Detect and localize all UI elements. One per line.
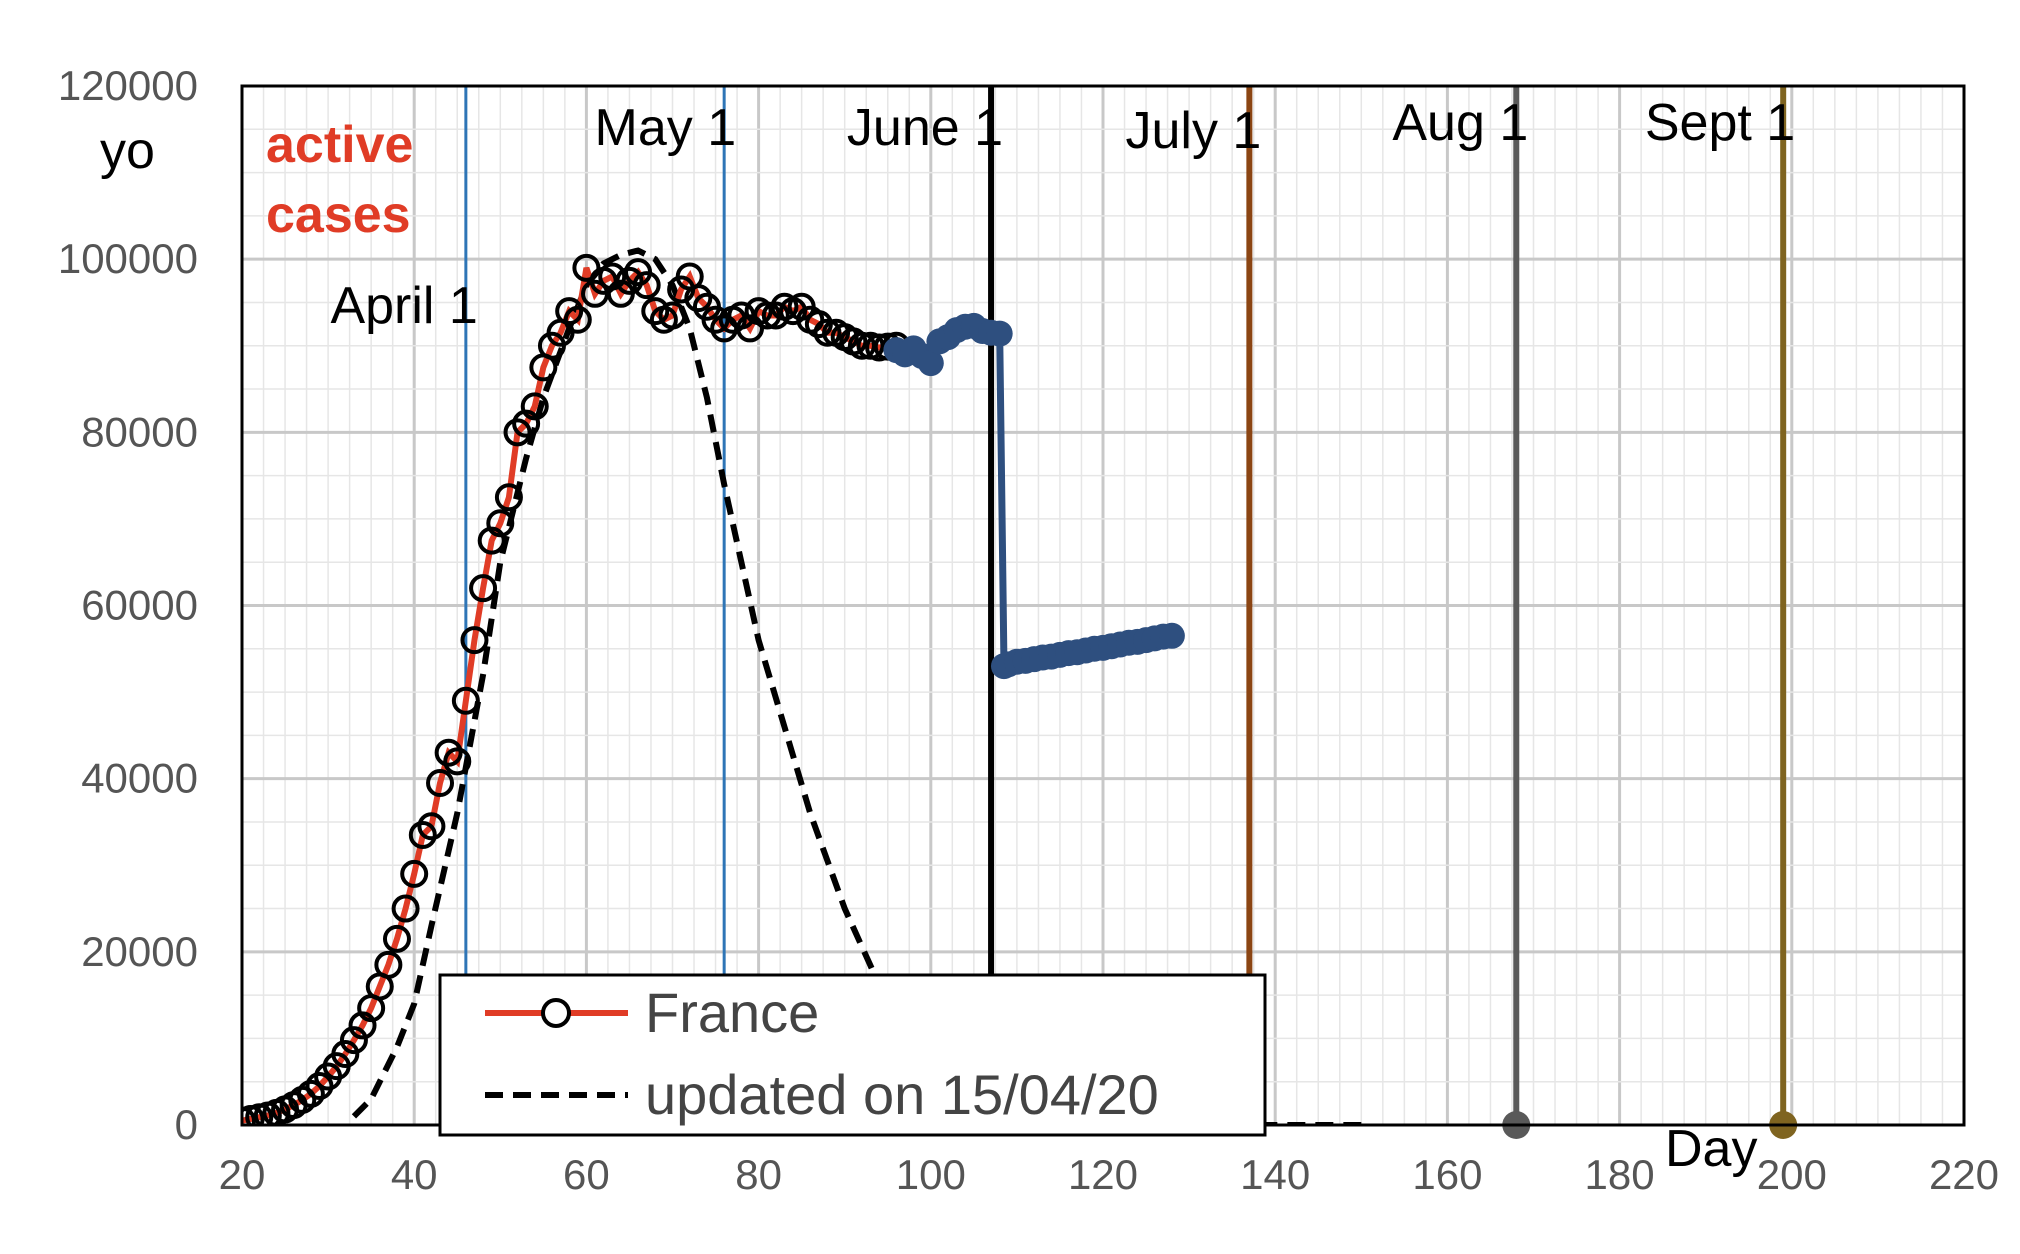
x-tick-label: 80	[735, 1151, 782, 1198]
data-point-france	[408, 820, 437, 849]
y-tick-label: 20000	[81, 928, 198, 975]
y-tick-label: 120000	[58, 62, 198, 109]
annotation-line-1: active	[266, 116, 413, 174]
data-point-france	[520, 392, 549, 421]
month-label: May 1	[595, 99, 737, 157]
legend-france-label: France	[645, 981, 819, 1044]
data-point-france	[632, 271, 661, 300]
x-tick-label: 120	[1068, 1151, 1138, 1198]
data-point-france	[417, 812, 446, 841]
x-tick-label: 100	[896, 1151, 966, 1198]
x-tick-label: 200	[1757, 1151, 1827, 1198]
y-tick-label: 80000	[81, 408, 198, 455]
data-point-france	[296, 1079, 325, 1108]
data-point-france	[391, 894, 420, 923]
y-axis-label: yo	[100, 122, 155, 180]
data-point-france	[486, 509, 515, 538]
x-tick-label: 60	[563, 1151, 610, 1198]
data-point-france	[494, 483, 523, 512]
data-point-recent	[1158, 622, 1185, 649]
data-point-france	[555, 297, 584, 326]
x-tick-label: 40	[391, 1151, 438, 1198]
data-point-france	[242, 1106, 256, 1125]
data-point-france	[434, 738, 463, 767]
data-point-france	[684, 284, 713, 313]
data-point-france	[400, 859, 429, 888]
data-point-france	[615, 266, 644, 295]
data-point-france	[658, 301, 687, 330]
legend-box	[438, 973, 1267, 1137]
legend: France updated on 15/04/20	[438, 973, 1267, 1137]
series-line-recent	[894, 322, 1173, 672]
annotation-line-2: cases	[266, 186, 411, 244]
x-axis-label: Day	[1665, 1120, 1757, 1178]
data-point-france	[813, 318, 842, 347]
data-point-france	[339, 1026, 368, 1055]
data-point-france	[443, 747, 472, 776]
x-axis: 20 40 60 80 100 120 140 160 180 200 220	[219, 1151, 1999, 1198]
data-point-recent	[917, 350, 944, 377]
data-point-france	[460, 626, 489, 655]
y-tick-label: 100000	[58, 235, 198, 282]
month-label: Sept 1	[1645, 94, 1795, 152]
data-point-france	[469, 574, 498, 603]
data-point-france	[503, 418, 532, 447]
x-tick-label: 20	[219, 1151, 266, 1198]
data-point-france	[374, 950, 403, 979]
x-tick-label: 180	[1585, 1151, 1655, 1198]
y-tick-label: 40000	[81, 755, 198, 802]
grid	[240, 84, 1966, 1127]
y-axis: 0 20000 40000 60000 80000 100000 120000	[58, 62, 198, 1148]
x-tick-label: 140	[1240, 1151, 1310, 1198]
data-point-france	[451, 686, 480, 715]
series	[242, 247, 1362, 1125]
month-label: June 1	[847, 99, 1003, 157]
data-point-france	[563, 305, 592, 334]
month-markers: April 1 May 1 June 1 July 1 Aug 1 Sept 1	[330, 86, 1798, 1139]
x-tick-label: 160	[1412, 1151, 1482, 1198]
data-point-france	[641, 297, 670, 326]
y-tick-label: 0	[175, 1101, 198, 1148]
x-tick-label: 220	[1929, 1151, 1999, 1198]
data-point-france	[331, 1040, 360, 1069]
legend-france-marker	[541, 998, 571, 1028]
data-point-france	[382, 924, 411, 953]
data-point-france	[426, 768, 455, 797]
data-point-france	[761, 301, 790, 330]
legend-model-label: updated on 15/04/20	[645, 1063, 1159, 1126]
data-point-recent	[986, 320, 1013, 347]
y-tick-label: 60000	[81, 582, 198, 629]
month-label: July 1	[1126, 102, 1262, 160]
month-label: Aug 1	[1392, 94, 1528, 152]
data-point-france	[701, 305, 730, 334]
month-label: April 1	[330, 277, 477, 335]
